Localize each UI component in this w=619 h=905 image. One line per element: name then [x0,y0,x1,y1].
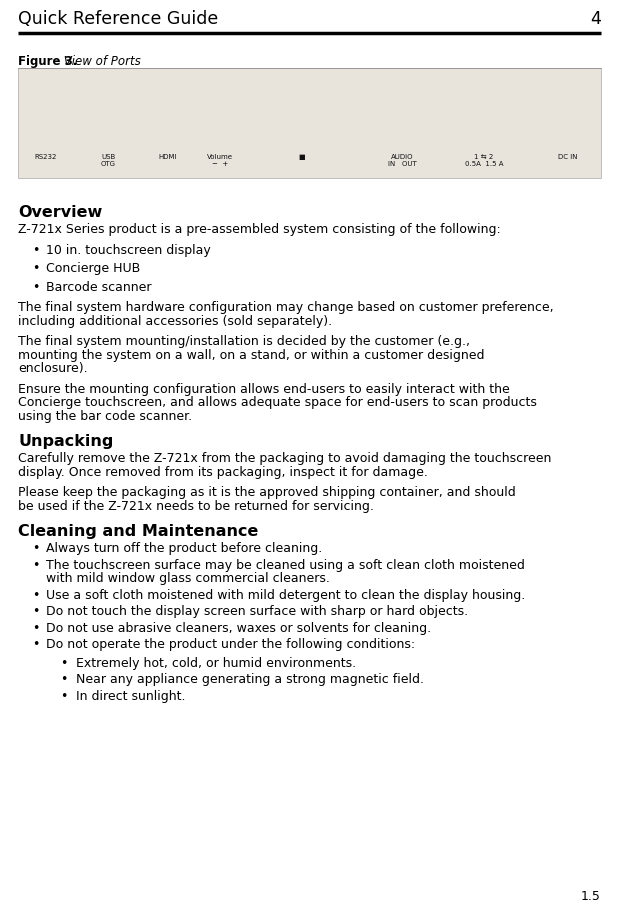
Text: 1 ⇆ 2
0.5A  1.5 A: 1 ⇆ 2 0.5A 1.5 A [465,154,503,167]
Text: using the bar code scanner.: using the bar code scanner. [18,409,192,423]
Text: Concierge touchscreen, and allows adequate space for end-users to scan products: Concierge touchscreen, and allows adequa… [18,396,537,409]
Text: Please keep the packaging as it is the approved shipping container, and should: Please keep the packaging as it is the a… [18,486,516,499]
Text: Do not operate the product under the following conditions:: Do not operate the product under the fol… [46,638,415,651]
Text: The final system hardware configuration may change based on customer preference,: The final system hardware configuration … [18,301,553,314]
Text: •: • [32,638,40,651]
Text: •: • [32,622,40,634]
Text: •: • [32,588,40,602]
Text: 10 in. touchscreen display: 10 in. touchscreen display [46,243,210,256]
Text: with mild window glass commercial cleaners.: with mild window glass commercial cleane… [46,572,330,585]
Text: Cleaning and Maintenance: Cleaning and Maintenance [18,524,258,539]
Text: Quick Reference Guide: Quick Reference Guide [18,10,219,28]
Text: Do not touch the display screen surface with sharp or hard objects.: Do not touch the display screen surface … [46,605,468,618]
Text: Ensure the mounting configuration allows end-users to easily interact with the: Ensure the mounting configuration allows… [18,383,510,395]
Text: DC IN: DC IN [558,154,578,160]
Text: In direct sunlight.: In direct sunlight. [76,690,186,702]
Text: including additional accessories (sold separately).: including additional accessories (sold s… [18,315,332,328]
Text: mounting the system on a wall, on a stand, or within a customer designed: mounting the system on a wall, on a stan… [18,348,485,361]
Text: Z-721x Series product is a pre-assembled system consisting of the following:: Z-721x Series product is a pre-assembled… [18,223,501,236]
Text: •: • [60,673,67,686]
Text: Volume
−  +: Volume − + [207,154,233,167]
Text: display. Once removed from its packaging, inspect it for damage.: display. Once removed from its packaging… [18,465,428,479]
Text: enclosure).: enclosure). [18,362,88,375]
Text: •: • [32,605,40,618]
Text: ■: ■ [299,154,305,160]
Text: •: • [60,656,67,670]
Bar [18,68,601,178]
Text: •: • [32,558,40,571]
Text: USB
OTG: USB OTG [100,154,116,167]
Text: Do not use abrasive cleaners, waxes or solvents for cleaning.: Do not use abrasive cleaners, waxes or s… [46,622,431,634]
Text: •: • [32,262,40,275]
Text: RS232: RS232 [35,154,57,160]
Text: AUDIO
IN   OUT: AUDIO IN OUT [387,154,417,167]
Text: View of Ports: View of Ports [60,55,141,68]
Text: Extremely hot, cold, or humid environments.: Extremely hot, cold, or humid environmen… [76,656,356,670]
Text: 1.5: 1.5 [581,890,601,903]
Text: The touchscreen surface may be cleaned using a soft clean cloth moistened: The touchscreen surface may be cleaned u… [46,558,525,571]
Text: Unpacking: Unpacking [18,434,113,449]
Text: Carefully remove the Z-721x from the packaging to avoid damaging the touchscreen: Carefully remove the Z-721x from the pac… [18,452,552,465]
Text: Always turn off the product before cleaning.: Always turn off the product before clean… [46,542,322,555]
Text: 4: 4 [590,10,601,28]
Text: be used if the Z-721x needs to be returned for servicing.: be used if the Z-721x needs to be return… [18,500,374,512]
Text: Barcode scanner: Barcode scanner [46,281,152,293]
Text: Use a soft cloth moistened with mild detergent to clean the display housing.: Use a soft cloth moistened with mild det… [46,588,526,602]
Text: •: • [32,281,40,293]
Text: Near any appliance generating a strong magnetic field.: Near any appliance generating a strong m… [76,673,424,686]
Text: •: • [32,542,40,555]
Text: The final system mounting/installation is decided by the customer (e.g.,: The final system mounting/installation i… [18,335,470,348]
Text: •: • [60,690,67,702]
Text: Concierge HUB: Concierge HUB [46,262,141,275]
Text: Overview: Overview [18,205,102,220]
Text: •: • [32,243,40,256]
Text: HDMI: HDMI [158,154,177,160]
Text: Figure 3.: Figure 3. [18,55,77,68]
